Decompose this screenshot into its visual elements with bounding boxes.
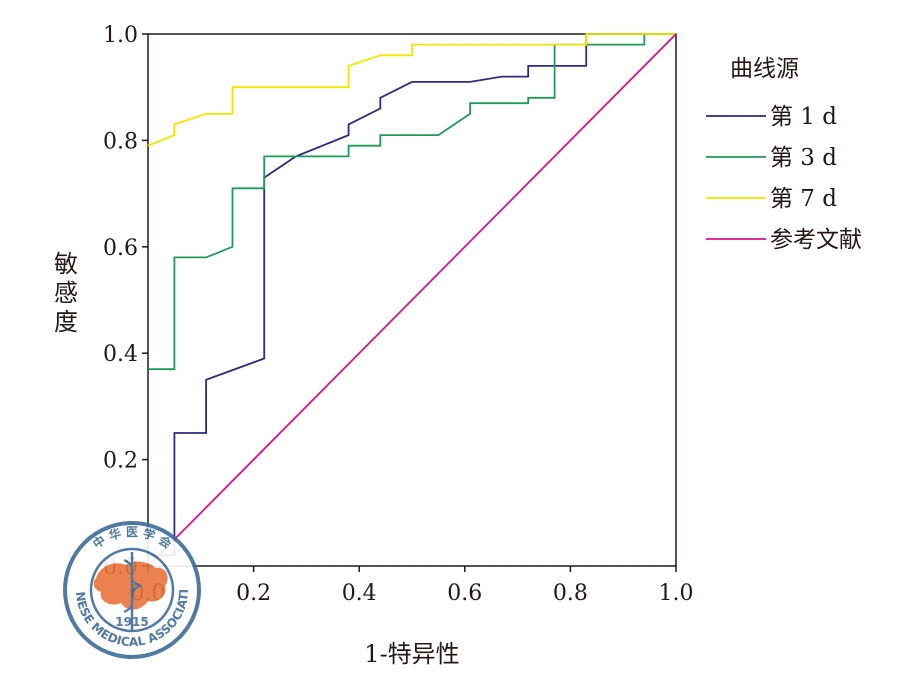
x-tick-label: 1.0 [659,581,694,606]
x-tick-label: 0.4 [342,581,377,606]
y-axis-title-char: 敏 [54,250,78,278]
seal-year: 1915 [115,615,148,629]
x-axis-title: 1-特异性 [364,640,459,668]
axes [147,33,677,567]
legend-entry: 参考文献 [770,227,862,253]
legend-title: 曲线源 [730,56,799,82]
y-axis-title-char: 感 [54,279,78,307]
x-tick-label: 0.2 [236,581,271,606]
seal-graphic: 中 华 医 学 会CHINESE MEDICAL ASSOCIATION1915 [0,0,201,659]
legend-entry: 第 7 d [770,186,837,212]
y-tick-label: 0.2 [103,449,138,474]
seal-inner-ring [89,547,175,633]
y-tick-label: 0.6 [103,236,138,261]
y-axis-title: 敏感度 [54,250,78,336]
association-seal-watermark: 中 华 医 学 会CHINESE MEDICAL ASSOCIATION1915 [0,0,201,659]
series-line-1 [147,33,676,566]
series-line-2 [148,33,676,371]
plot-frame [147,33,677,567]
series-line-3 [147,33,676,147]
seal-serpent-icon [123,558,143,614]
series-lines [147,33,677,567]
x-tick-label: 0.8 [553,581,588,606]
y-tick-label: 0.4 [103,342,138,367]
y-axis-title-char: 度 [54,308,78,336]
series-line-4 [147,33,677,567]
y-tick-label: 1.0 [103,23,138,48]
seal-map-shape [93,561,168,610]
x-tick-label: 0.6 [447,581,482,606]
legend-entry: 第 1 d [770,104,837,130]
legend-entry: 第 3 d [770,145,837,171]
y-tick-label: 0.8 [103,129,138,154]
